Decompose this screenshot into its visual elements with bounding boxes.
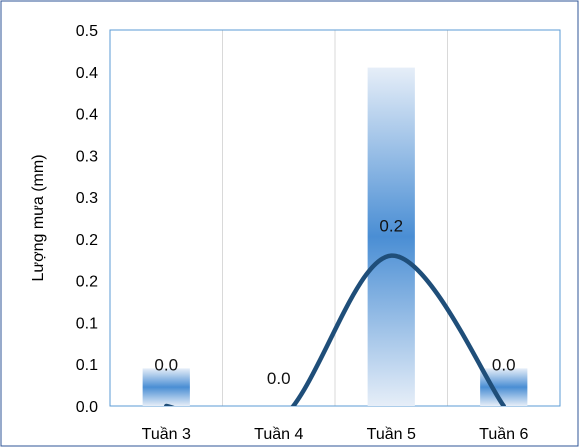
trend-line [164, 253, 506, 406]
y-tick-label: 0.4 [76, 65, 98, 82]
y-tick-label: 0.1 [76, 315, 98, 332]
y-tick-label: 0.3 [76, 148, 98, 165]
y-tick-label: 0.1 [76, 357, 98, 374]
data-label: 0.0 [267, 369, 291, 388]
y-tick-label: 0.3 [76, 190, 98, 207]
bar-tuần-5 [367, 67, 415, 406]
y-tick-label: 0.2 [76, 232, 98, 249]
x-tick-label: Tuần 3 [142, 426, 191, 443]
y-tick-label: 0.5 [76, 23, 98, 40]
x-tick-label: Tuần 4 [254, 426, 303, 443]
y-tick-label: 0.2 [76, 274, 98, 291]
y-tick-label: 0.4 [76, 107, 98, 124]
x-tick-label: Tuần 5 [367, 426, 416, 443]
bar-tuần-3 [142, 368, 190, 406]
bar-tuần-6 [480, 368, 528, 406]
data-label: 0.0 [492, 355, 516, 374]
data-label: 0.0 [154, 355, 178, 374]
x-tick-label: Tuần 6 [479, 426, 528, 443]
data-label: 0.2 [379, 217, 403, 236]
y-tick-label: 0.0 [76, 399, 98, 416]
plot-area-border [109, 29, 561, 407]
y-axis-label: Lượng mưa (mm) [30, 154, 47, 281]
